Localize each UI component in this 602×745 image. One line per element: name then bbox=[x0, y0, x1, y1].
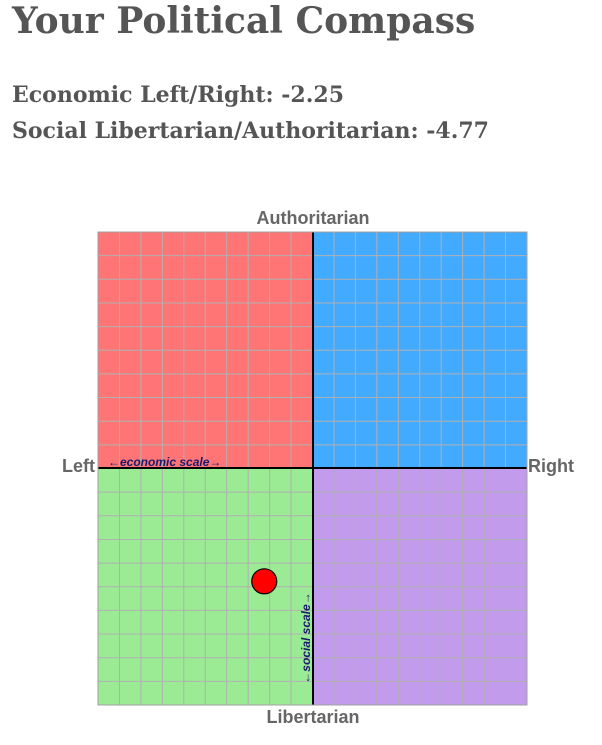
social-score: Social Libertarian/Authoritarian: -4.77 bbox=[12, 118, 489, 144]
result-marker bbox=[251, 568, 278, 595]
social-scale-label: ←social scale→ bbox=[299, 592, 313, 683]
libertarian-label: Libertarian bbox=[266, 707, 359, 727]
page-title: Your Political Compass bbox=[12, 0, 476, 42]
right-label: Right bbox=[528, 456, 574, 476]
left-label: Left bbox=[62, 456, 95, 476]
authoritarian-label: Authoritarian bbox=[256, 208, 369, 228]
chart-border bbox=[97, 231, 528, 706]
economic-score: Economic Left/Right: -2.25 bbox=[12, 82, 344, 108]
economic-scale-label: ←economic scale→ bbox=[108, 455, 221, 469]
